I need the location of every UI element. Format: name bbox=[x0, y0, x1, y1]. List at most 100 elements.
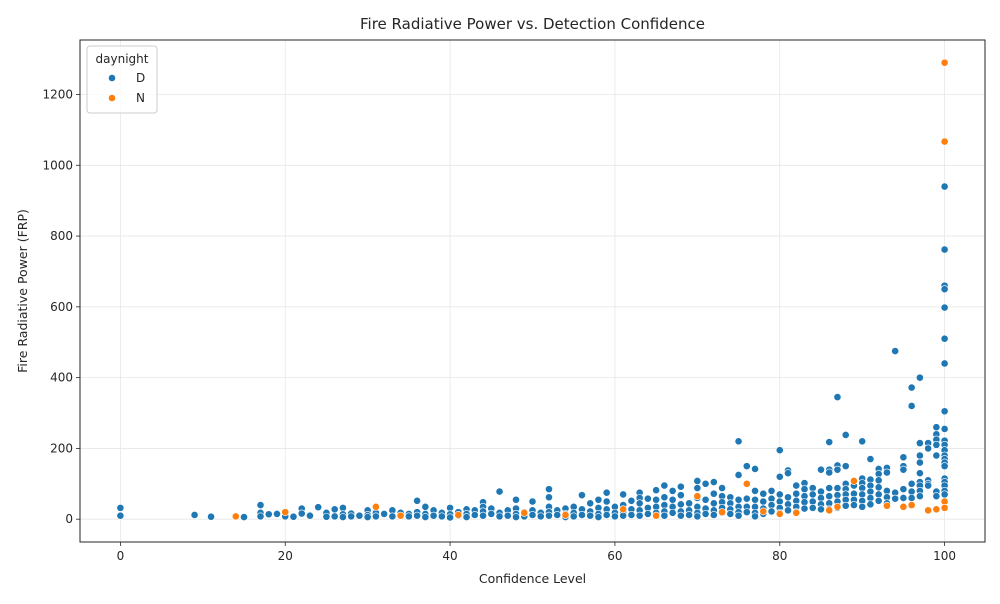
data-point-d bbox=[676, 482, 685, 491]
legend-label-d: D bbox=[136, 71, 145, 85]
data-point-d bbox=[479, 511, 487, 520]
data-point-d bbox=[915, 451, 924, 460]
data-point-d bbox=[940, 303, 949, 312]
data-point-d bbox=[734, 511, 743, 520]
data-point-d bbox=[693, 512, 702, 521]
data-point-d bbox=[660, 481, 669, 490]
data-point-n bbox=[396, 511, 405, 520]
data-point-d bbox=[264, 510, 273, 519]
data-point-d bbox=[808, 503, 817, 512]
data-point-d bbox=[767, 486, 776, 495]
data-point-d bbox=[800, 485, 809, 494]
data-point-d bbox=[273, 510, 281, 518]
data-point-d bbox=[545, 485, 553, 494]
y-tick-label: 0 bbox=[65, 512, 73, 526]
data-point-d bbox=[841, 462, 850, 471]
data-point-d bbox=[594, 495, 603, 504]
data-point-d bbox=[429, 511, 438, 520]
data-point-d bbox=[825, 492, 834, 501]
data-point-d bbox=[553, 511, 562, 519]
plot-area bbox=[80, 40, 985, 542]
y-tick-label: 1000 bbox=[42, 158, 73, 172]
data-point-d bbox=[685, 511, 693, 519]
data-point-d bbox=[586, 499, 595, 508]
data-point-d bbox=[660, 493, 669, 502]
data-point-d bbox=[330, 512, 339, 521]
data-point-d bbox=[314, 503, 323, 512]
data-point-d bbox=[932, 451, 941, 460]
x-tick-label: 40 bbox=[442, 549, 457, 563]
data-point-d bbox=[907, 383, 916, 392]
data-point-d bbox=[652, 495, 661, 504]
data-point-d bbox=[330, 505, 339, 514]
plot-frame bbox=[79, 39, 986, 543]
data-point-d bbox=[874, 496, 883, 505]
data-point-d bbox=[190, 511, 199, 519]
data-point-n bbox=[693, 492, 702, 501]
data-point-d bbox=[784, 506, 792, 515]
data-point-d bbox=[940, 490, 949, 499]
data-point-d bbox=[371, 512, 380, 521]
data-point-d bbox=[808, 490, 817, 499]
data-point-d bbox=[528, 511, 537, 519]
data-point-d bbox=[701, 479, 710, 488]
data-point-d bbox=[924, 444, 933, 453]
legend-title: daynight bbox=[96, 52, 149, 66]
x-tick-label: 0 bbox=[117, 549, 125, 563]
data-point-d bbox=[850, 501, 858, 509]
data-point-d bbox=[495, 487, 504, 496]
data-point-d bbox=[701, 495, 710, 504]
data-point-d bbox=[775, 472, 784, 481]
data-point-d bbox=[578, 511, 586, 519]
data-point-d bbox=[388, 512, 397, 521]
data-point-n bbox=[742, 479, 751, 488]
data-point-d bbox=[676, 491, 685, 500]
legend: daynight D N bbox=[86, 45, 158, 114]
data-point-n bbox=[899, 502, 908, 511]
data-point-d bbox=[709, 489, 718, 498]
data-point-d bbox=[907, 402, 916, 410]
data-point-d bbox=[676, 511, 685, 520]
data-point-d bbox=[817, 505, 825, 514]
data-point-d bbox=[487, 510, 496, 518]
data-point-d bbox=[627, 511, 636, 519]
data-point-d bbox=[792, 481, 801, 490]
data-point-d bbox=[306, 511, 314, 520]
data-point-d bbox=[421, 513, 430, 521]
data-point-n bbox=[883, 501, 891, 510]
data-point-d bbox=[363, 513, 372, 521]
chart-title: Fire Radiative Power vs. Detection Confi… bbox=[360, 15, 705, 33]
data-point-d bbox=[899, 494, 908, 502]
data-point-d bbox=[907, 494, 916, 502]
data-point-d bbox=[833, 484, 842, 492]
data-point-d bbox=[668, 495, 677, 504]
y-tick-label: 400 bbox=[50, 371, 73, 385]
data-point-d bbox=[751, 465, 759, 473]
data-point-d bbox=[668, 486, 677, 495]
data-point-d bbox=[883, 468, 891, 477]
data-point-d bbox=[256, 512, 265, 521]
data-point-d bbox=[940, 359, 949, 368]
data-point-d bbox=[792, 489, 801, 498]
data-point-d bbox=[915, 469, 924, 478]
data-point-d bbox=[635, 499, 644, 508]
data-point-d bbox=[693, 484, 702, 492]
data-point-d bbox=[503, 511, 512, 520]
data-point-d bbox=[322, 512, 331, 521]
data-point-d bbox=[899, 465, 908, 474]
data-point-d bbox=[833, 465, 842, 474]
data-point-d bbox=[643, 494, 652, 503]
data-point-d bbox=[784, 493, 792, 502]
data-point-d bbox=[940, 407, 949, 416]
data-point-d bbox=[602, 511, 611, 519]
data-point-n bbox=[907, 501, 916, 509]
data-point-d bbox=[817, 465, 825, 474]
data-point-d bbox=[660, 511, 669, 520]
data-point-d bbox=[116, 511, 125, 520]
data-point-n bbox=[825, 506, 834, 515]
data-point-d bbox=[297, 509, 306, 518]
data-point-d bbox=[891, 347, 900, 355]
data-point-d bbox=[734, 495, 743, 504]
